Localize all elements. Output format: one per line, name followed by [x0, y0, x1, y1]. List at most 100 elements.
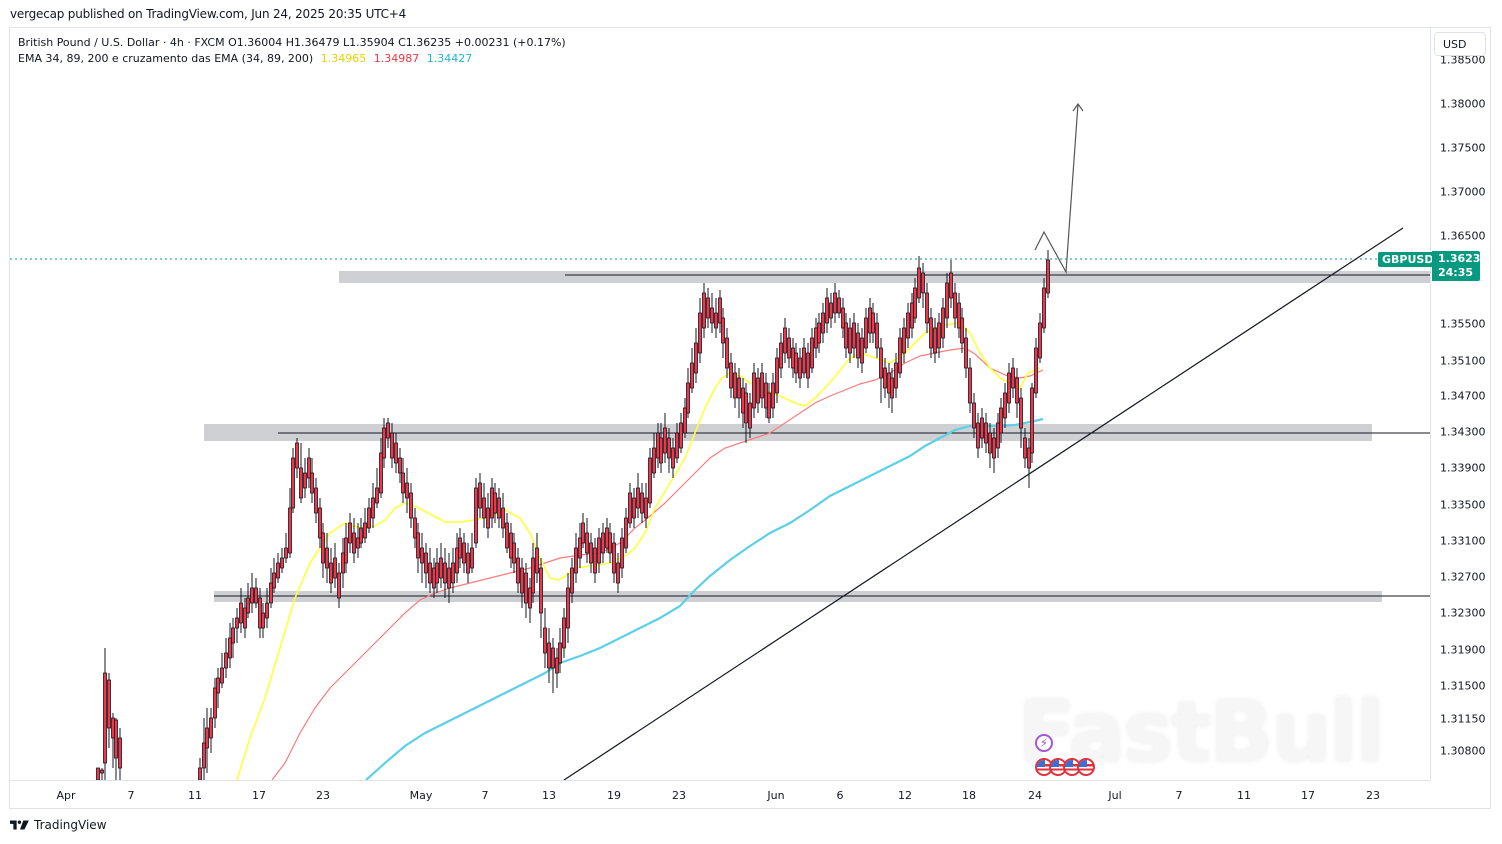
candle [706, 297, 710, 319]
candle [945, 282, 949, 319]
candle [640, 492, 644, 514]
candle [490, 487, 494, 519]
candle [224, 652, 228, 669]
candle [1034, 347, 1038, 394]
candle [103, 672, 107, 764]
candle [953, 292, 957, 319]
candle [371, 497, 375, 519]
price-chart[interactable] [10, 28, 1430, 780]
candle [291, 457, 295, 509]
candle [295, 442, 299, 469]
candle [562, 617, 566, 649]
candle [648, 457, 652, 504]
candle [921, 272, 925, 294]
candle [439, 557, 443, 579]
candle [337, 572, 341, 599]
candle [243, 607, 247, 629]
price-tick: 1.37500 [1440, 141, 1486, 155]
candle [718, 297, 722, 324]
candle [359, 527, 363, 544]
candle [470, 547, 474, 569]
ema-indicator-label: EMA 34, 89, 200 e cruzamento das EMA (34… [18, 52, 314, 65]
candle [852, 322, 856, 349]
candle [999, 407, 1003, 434]
ema-89-value: 1.34987 [373, 52, 420, 65]
us-flag-icon[interactable] [1077, 758, 1095, 776]
ema-indicator-row: EMA 34, 89, 200 e cruzamento das EMA (34… [18, 51, 566, 67]
candle [620, 537, 624, 569]
candle [817, 322, 821, 344]
candle [841, 307, 845, 329]
arrowhead-icon [1072, 102, 1084, 112]
price-tick: 1.33900 [1440, 461, 1486, 475]
ema-89-line [271, 347, 1044, 780]
candle [1011, 367, 1015, 389]
candle [608, 532, 612, 554]
price-zone[interactable] [339, 271, 1430, 283]
candle [269, 582, 273, 604]
candle [329, 562, 333, 584]
price-tick: 1.36500 [1440, 229, 1486, 243]
currency-button[interactable]: USD [1434, 32, 1486, 56]
candle [428, 562, 432, 584]
candle [261, 612, 265, 629]
lightning-event-icon[interactable]: ⚡ [1035, 734, 1053, 752]
economic-events-flags[interactable] [1035, 758, 1095, 776]
candle [375, 487, 379, 504]
candle [771, 382, 775, 409]
ema-34-line [236, 322, 1041, 780]
candle [356, 537, 360, 549]
candle [910, 302, 914, 329]
candle [996, 422, 1000, 449]
support-resistance-zones [204, 271, 1430, 602]
candle [659, 437, 663, 464]
candle [566, 587, 570, 629]
candle [405, 482, 409, 499]
candle [1023, 437, 1027, 459]
price-axis[interactable]: 1.38500 1.38000 1.37500 1.37000 1.36500 1.355… [1430, 28, 1492, 780]
candle [894, 362, 898, 389]
ema-34-value: 1.34965 [320, 52, 367, 65]
candle [474, 487, 478, 544]
candle [663, 427, 667, 454]
candle [972, 402, 976, 429]
candle [794, 352, 798, 374]
candle [1007, 372, 1011, 404]
price-tick: 1.34300 [1440, 425, 1486, 439]
candle [325, 547, 329, 569]
candle [829, 302, 833, 319]
price-tick: 1.38500 [1440, 53, 1486, 67]
time-tick: 11 [188, 789, 202, 802]
candle [447, 567, 451, 589]
candle [949, 272, 953, 299]
chart-frame [9, 27, 1491, 809]
candle [348, 522, 352, 544]
candle [605, 527, 609, 549]
candle [246, 597, 250, 614]
candle [702, 292, 706, 329]
candle [352, 532, 356, 554]
candle [890, 377, 894, 399]
candle [825, 297, 829, 324]
candle [906, 312, 910, 339]
candle [960, 317, 964, 344]
candle [964, 337, 968, 369]
price-tick: 1.31150 [1440, 712, 1486, 726]
candle [118, 737, 122, 769]
candle [941, 307, 945, 339]
time-axis[interactable]: Apr 7 11 17 23 May 7 13 19 23 Jun 6 12 18 24 Jul 7 11 17 23 [10, 780, 1430, 809]
candle [690, 362, 694, 389]
candle [748, 402, 752, 429]
time-tick: Jul [1108, 789, 1122, 802]
candle [401, 472, 405, 494]
candle [307, 457, 311, 479]
candle [535, 547, 539, 574]
price-tick: 1.33100 [1440, 534, 1486, 548]
candle [497, 497, 501, 519]
price-tick: 1.37000 [1440, 185, 1486, 199]
candle [363, 522, 367, 539]
bar-countdown: 24:35 [1438, 266, 1474, 279]
ema-200-line [365, 417, 1044, 780]
price-tick: 1.31900 [1440, 643, 1486, 657]
candle [898, 337, 902, 374]
